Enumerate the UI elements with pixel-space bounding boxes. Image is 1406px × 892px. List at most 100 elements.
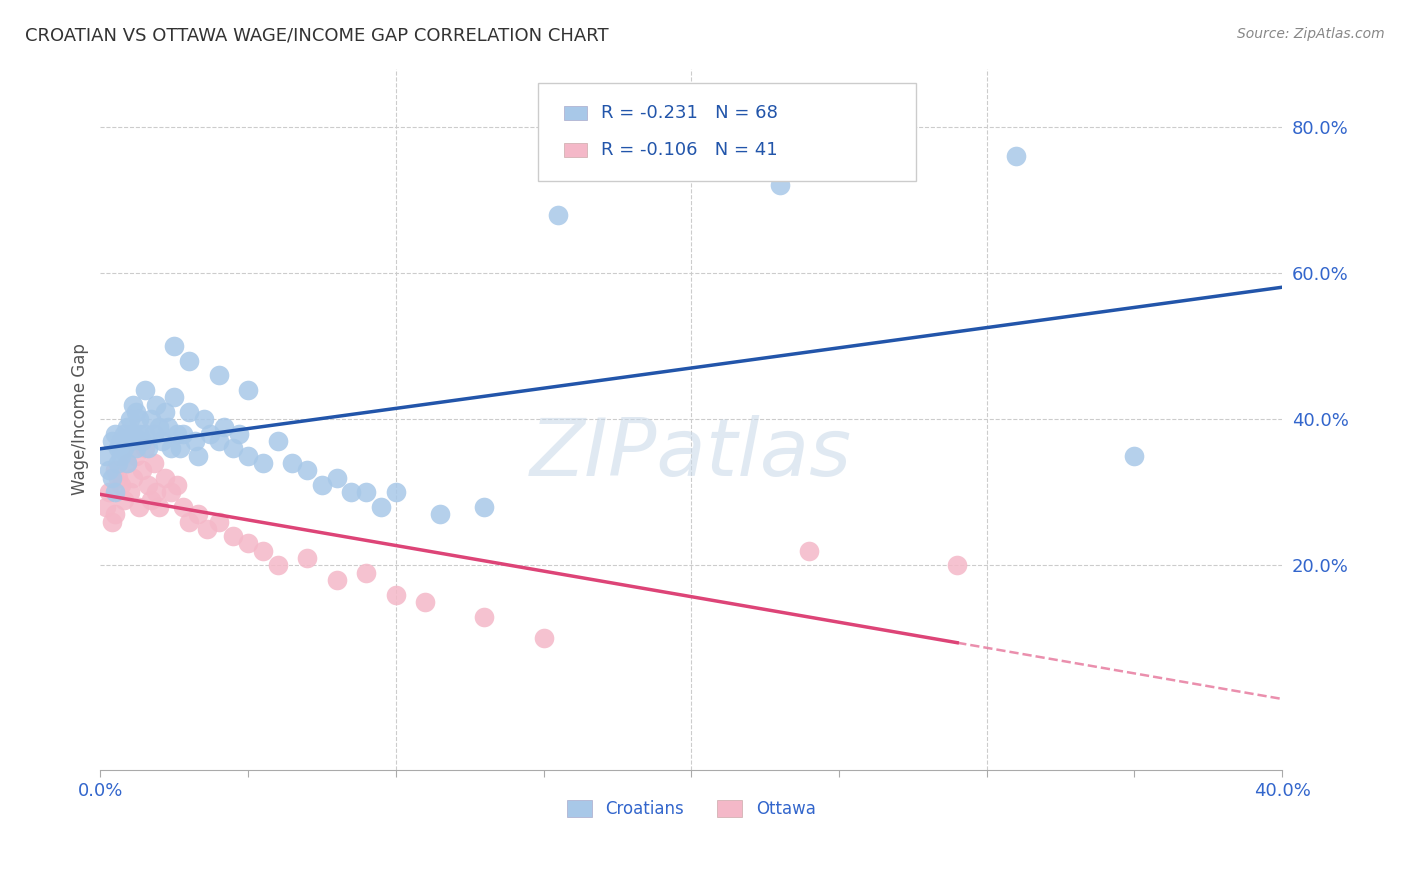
Point	[125, 442, 148, 456]
Point	[107, 456, 129, 470]
Point	[193, 412, 215, 426]
Text: R = -0.106   N = 41: R = -0.106 N = 41	[602, 141, 778, 159]
Point	[155, 405, 177, 419]
Point	[356, 485, 378, 500]
Point	[96, 500, 118, 514]
Point	[134, 383, 156, 397]
Point	[142, 426, 165, 441]
Point	[160, 442, 183, 456]
Point	[112, 442, 135, 456]
Point	[281, 456, 304, 470]
Point	[163, 339, 186, 353]
Point	[98, 463, 121, 477]
Point	[325, 471, 347, 485]
Point	[166, 478, 188, 492]
Text: CROATIAN VS OTTAWA WAGE/INCOME GAP CORRELATION CHART: CROATIAN VS OTTAWA WAGE/INCOME GAP CORRE…	[25, 27, 609, 45]
Point	[98, 485, 121, 500]
Legend: Croatians, Ottawa: Croatians, Ottawa	[561, 793, 823, 825]
Point	[1005, 149, 1028, 163]
Point	[198, 426, 221, 441]
Point	[121, 398, 143, 412]
Point	[946, 558, 969, 573]
Point	[177, 515, 200, 529]
Point	[121, 426, 143, 441]
Point	[121, 471, 143, 485]
Point	[195, 522, 218, 536]
Point	[266, 558, 288, 573]
Point	[104, 485, 127, 500]
Point	[236, 449, 259, 463]
Point	[1123, 449, 1146, 463]
Point	[370, 500, 392, 514]
Point	[101, 515, 124, 529]
Point	[252, 456, 274, 470]
Point	[474, 609, 496, 624]
Point	[128, 426, 150, 441]
Point	[136, 442, 159, 456]
Point	[295, 463, 318, 477]
Y-axis label: Wage/Income Gap: Wage/Income Gap	[72, 343, 89, 495]
Point	[166, 426, 188, 441]
Point	[112, 426, 135, 441]
Point	[228, 426, 250, 441]
Point	[115, 456, 138, 470]
Point	[177, 353, 200, 368]
Point	[115, 456, 138, 470]
Point	[356, 566, 378, 580]
Point	[139, 412, 162, 426]
Point	[769, 178, 792, 193]
Point	[172, 426, 194, 441]
Text: Source: ZipAtlas.com: Source: ZipAtlas.com	[1237, 27, 1385, 41]
Point	[110, 478, 132, 492]
Point	[115, 419, 138, 434]
Point	[128, 500, 150, 514]
Point	[142, 456, 165, 470]
Text: R = -0.231   N = 68: R = -0.231 N = 68	[602, 104, 779, 122]
Point	[266, 434, 288, 449]
Point	[101, 434, 124, 449]
Point	[385, 485, 408, 500]
Point	[533, 632, 555, 646]
Point	[207, 368, 229, 383]
Point	[295, 551, 318, 566]
Point	[155, 471, 177, 485]
Point	[131, 463, 153, 477]
Point	[222, 442, 245, 456]
Point	[145, 485, 167, 500]
Point	[104, 463, 127, 477]
Point	[325, 573, 347, 587]
Point	[236, 383, 259, 397]
Point	[112, 492, 135, 507]
Point	[172, 500, 194, 514]
Point	[96, 449, 118, 463]
Point	[385, 588, 408, 602]
Point	[236, 536, 259, 550]
Point	[160, 485, 183, 500]
Point	[214, 419, 236, 434]
Point	[104, 426, 127, 441]
Point	[134, 426, 156, 441]
Point	[187, 449, 209, 463]
Point	[207, 434, 229, 449]
Point	[799, 543, 821, 558]
Text: ZIPatlas: ZIPatlas	[530, 416, 852, 493]
Point	[118, 485, 141, 500]
Point	[125, 449, 148, 463]
FancyBboxPatch shape	[564, 143, 588, 157]
Point	[118, 434, 141, 449]
Point	[311, 478, 333, 492]
Point	[547, 208, 569, 222]
Point	[474, 500, 496, 514]
FancyBboxPatch shape	[564, 106, 588, 120]
Point	[163, 390, 186, 404]
Point	[152, 434, 174, 449]
Point	[145, 398, 167, 412]
Point	[101, 471, 124, 485]
Point	[157, 419, 180, 434]
Point	[177, 405, 200, 419]
Point	[104, 508, 127, 522]
Point	[134, 442, 156, 456]
Point	[107, 442, 129, 456]
Point	[429, 508, 451, 522]
FancyBboxPatch shape	[537, 83, 915, 181]
